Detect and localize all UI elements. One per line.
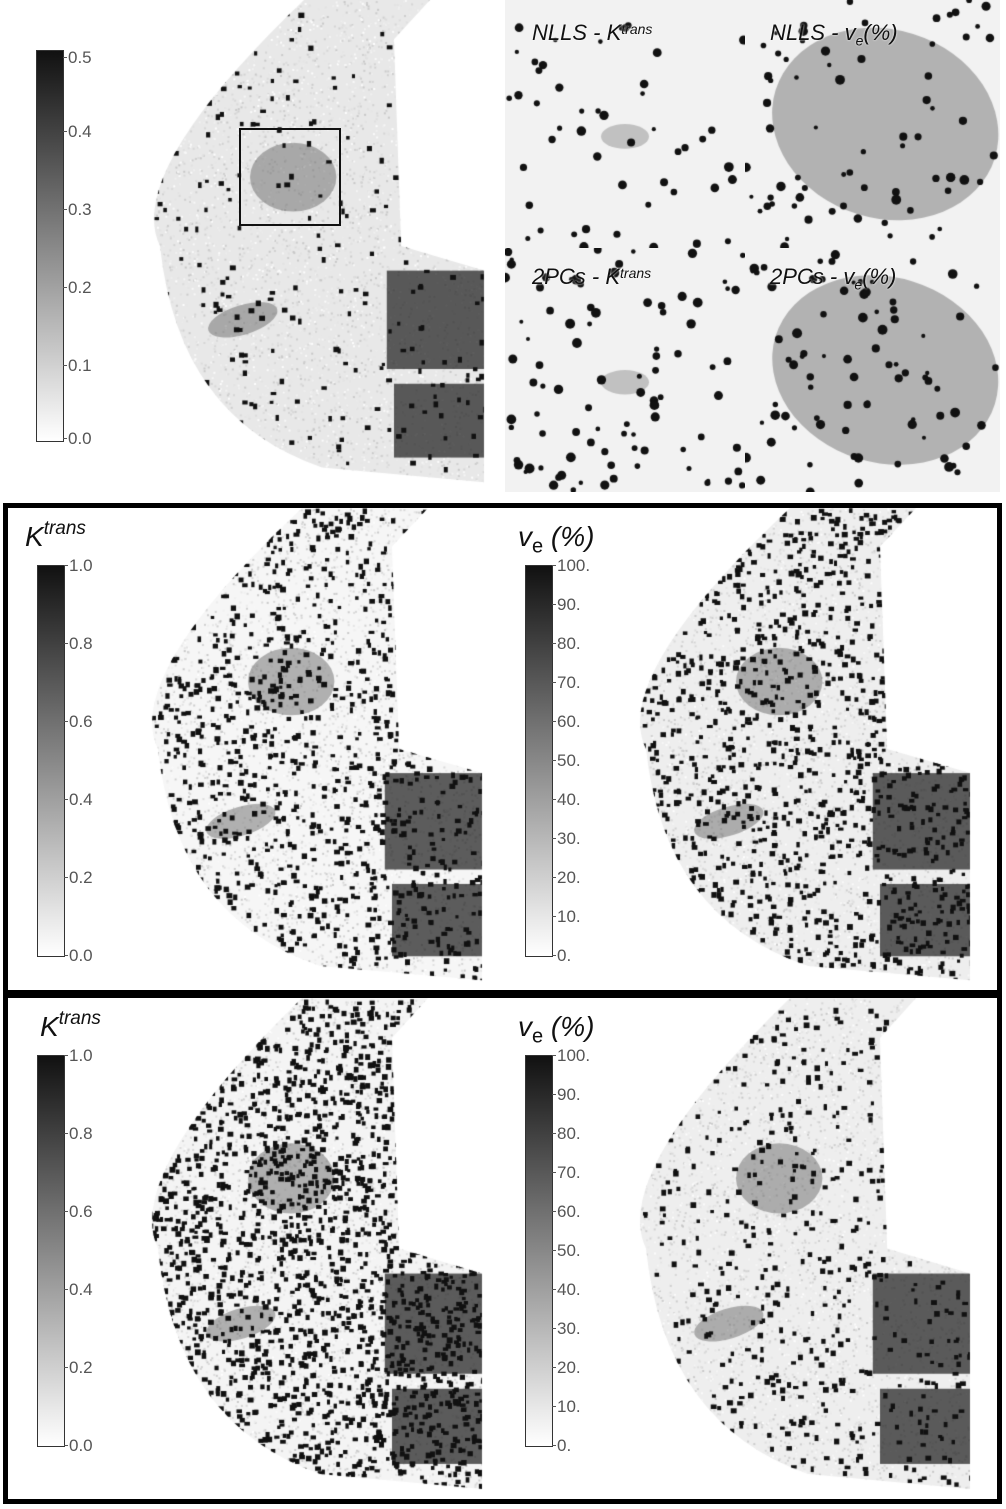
colorbar-tick: 80.	[552, 1124, 581, 1143]
colorbar-tick: 30.	[552, 1319, 581, 1338]
colorbar-tick: 0.5	[63, 48, 92, 67]
colorbar-tick: 10.	[552, 907, 581, 926]
colorbar-tick: 1.0	[64, 1046, 93, 1065]
colorbar-tick: 100.	[551, 556, 591, 575]
colorbar-tick: 90.	[552, 595, 581, 614]
colorbar-tick: 0.4	[64, 1280, 93, 1299]
ve-colorbar	[525, 565, 553, 957]
ve-label: ve (%)	[518, 1011, 595, 1048]
inset-image	[745, 248, 1000, 492]
colorbar-tick: 100.	[551, 1046, 591, 1065]
ktrans-map-image	[140, 508, 500, 990]
colorbar-tick: 0.	[551, 946, 572, 965]
colorbar-tick: 0.6	[64, 712, 93, 731]
colorbar-tick: 0.0	[64, 946, 93, 965]
ktrans-colorbar	[37, 565, 65, 957]
inset-image	[505, 248, 745, 492]
colorbar-tick: 0.0	[63, 429, 92, 448]
colorbar-tick: 0.8	[64, 634, 93, 653]
colorbar-tick: 0.2	[63, 278, 92, 297]
colorbar-tick: 0.	[551, 1436, 572, 1455]
ve-label: ve (%)	[518, 521, 595, 558]
colorbar-tick: 60.	[552, 712, 581, 731]
colorbar-tick: 20.	[552, 868, 581, 887]
inset-image	[505, 0, 745, 248]
panel-frame	[3, 503, 1002, 995]
colorbar-tick: 0.6	[64, 1202, 93, 1221]
inset-image	[745, 0, 1000, 248]
ve-map-image	[628, 998, 988, 1499]
colorbar-tick: 0.3	[63, 200, 92, 219]
colorbar-tick: 30.	[552, 829, 581, 848]
inset-label: NLLS - ve(%)	[770, 20, 898, 49]
inset-label: NLLS - Ktrans	[532, 20, 653, 45]
breast-map-image	[142, 0, 502, 492]
colorbar-tick: 0.8	[64, 1124, 93, 1143]
colorbar-tick: 50.	[552, 1241, 581, 1260]
colorbar-tick: 20.	[552, 1358, 581, 1377]
inset-label: 2PCs - Ktrans	[532, 264, 652, 289]
colorbar-tick: 0.2	[64, 868, 93, 887]
roi-box	[239, 128, 341, 226]
colorbar-tick: 10.	[552, 1397, 581, 1416]
inset-label: 2PCs - ve(%)	[770, 264, 897, 293]
colorbar-tick: 0.2	[64, 1358, 93, 1377]
colorbar-tick: 60.	[552, 1202, 581, 1221]
ktrans-label: Ktrans	[40, 1008, 101, 1042]
colorbar-tick: 1.0	[64, 556, 93, 575]
colorbar-tick: 90.	[552, 1085, 581, 1104]
ktrans-map-image	[140, 998, 500, 1499]
ve-map-image	[628, 508, 988, 990]
ve-colorbar	[525, 1055, 553, 1447]
ktrans-label: Ktrans	[25, 518, 86, 552]
ktrans-colorbar	[37, 1055, 65, 1447]
colorbar-tick: 70.	[552, 1163, 581, 1182]
colorbar-top	[36, 50, 64, 442]
colorbar-tick: 0.1	[63, 356, 92, 375]
colorbar-tick: 40.	[552, 1280, 581, 1299]
colorbar-tick: 70.	[552, 673, 581, 692]
colorbar-tick: 0.4	[63, 122, 92, 141]
colorbar-tick: 50.	[552, 751, 581, 770]
panel-frame	[3, 993, 1002, 1504]
colorbar-tick: 40.	[552, 790, 581, 809]
colorbar-tick: 80.	[552, 634, 581, 653]
colorbar-tick: 0.0	[64, 1436, 93, 1455]
colorbar-tick: 0.4	[64, 790, 93, 809]
